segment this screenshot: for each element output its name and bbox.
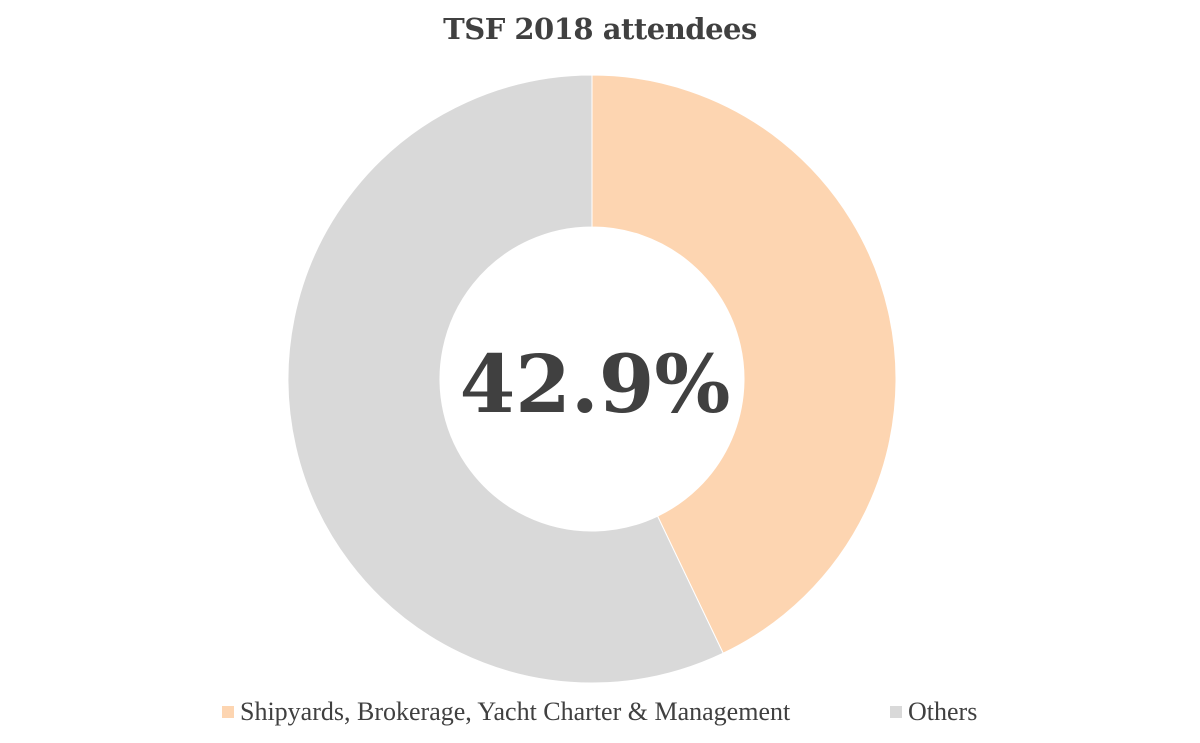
legend-item-others: Others — [890, 697, 977, 727]
legend-item-shipyards: Shipyards, Brokerage, Yacht Charter & Ma… — [222, 697, 790, 727]
donut-slice-shipyards — [591, 74, 897, 654]
legend-swatch-others — [890, 706, 902, 718]
chart-title: TSF 2018 attendees — [443, 12, 757, 46]
legend: Shipyards, Brokerage, Yacht Charter & Ma… — [0, 697, 1200, 731]
legend-swatch-shipyards — [222, 706, 234, 718]
legend-label-shipyards: Shipyards, Brokerage, Yacht Charter & Ma… — [240, 697, 791, 726]
center-label: 42.9% — [460, 337, 731, 431]
donut-slice-others — [287, 74, 724, 684]
legend-label-others: Others — [908, 697, 978, 726]
